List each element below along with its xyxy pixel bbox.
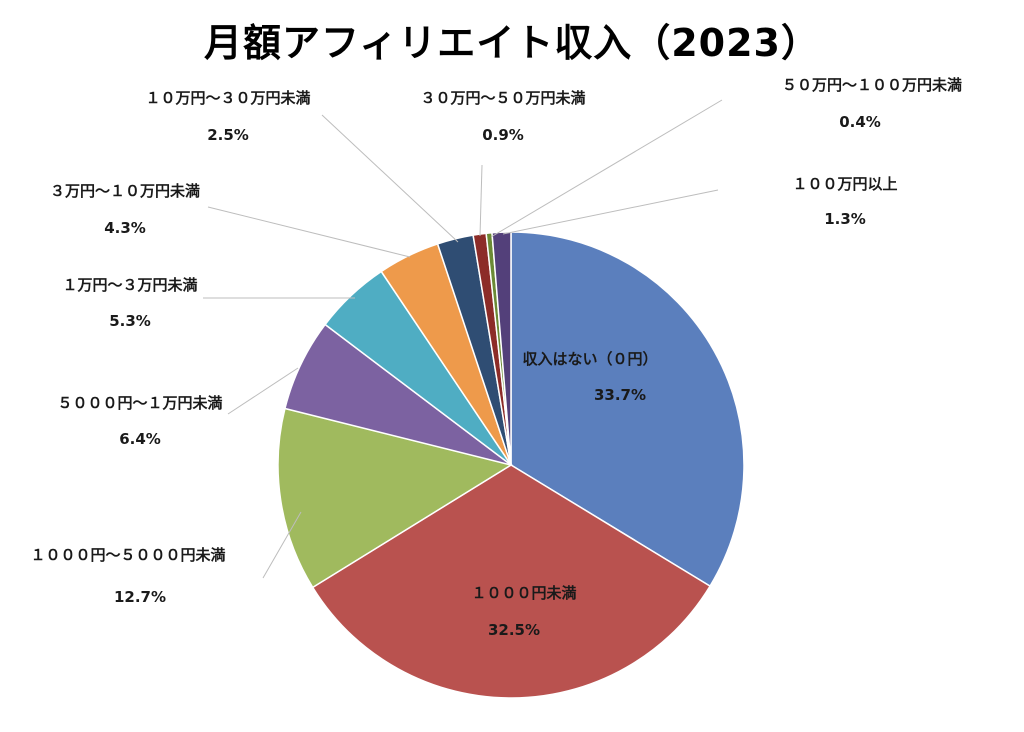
slice-10-percent: 1.3% bbox=[824, 210, 866, 228]
slice-labels: 収入はない（０円） 33.7% １０００円未満 32.5% １０００円～５０００円未満 1… bbox=[30, 76, 962, 639]
slice-10-label: １００万円以上 bbox=[792, 175, 897, 193]
slice-6-percent: 4.3% bbox=[104, 219, 146, 237]
slice-9-leader-line bbox=[490, 99, 723, 238]
slice-5-label: １万円～３万円未満 bbox=[62, 276, 197, 294]
slice-2 bbox=[311, 464, 712, 699]
slice-1 bbox=[510, 231, 745, 588]
slice-3-label: １０００円～５０００円未満 bbox=[30, 546, 225, 564]
slice-9-percent: 0.4% bbox=[839, 113, 881, 131]
slice-4-leader-line bbox=[227, 367, 299, 415]
slice-4-percent: 6.4% bbox=[119, 430, 161, 448]
slice-5-percent: 5.3% bbox=[109, 312, 151, 330]
slice-10-leader-line bbox=[502, 189, 719, 235]
slice-2-percent: 32.5% bbox=[488, 621, 540, 639]
slice-4-label: ５０００円～１万円未満 bbox=[57, 394, 222, 412]
slice-7-percent: 2.5% bbox=[207, 126, 249, 144]
slice-3-leader-line bbox=[262, 511, 302, 579]
slice-1-label: 収入はない（０円） bbox=[522, 350, 657, 368]
slice-9-label: ５０万円～１００万円未満 bbox=[782, 76, 962, 94]
slice-3-percent: 12.7% bbox=[114, 588, 166, 606]
chart-title: 月額アフィリエイト収入（2023） bbox=[203, 21, 820, 65]
slice-1-percent: 33.7% bbox=[594, 386, 646, 404]
slice-8-percent: 0.9% bbox=[482, 126, 524, 144]
slice-6-leader-line bbox=[207, 206, 411, 258]
slice-2-label: １０００円未満 bbox=[471, 584, 576, 602]
leader-lines bbox=[203, 99, 723, 579]
slice-6-label: ３万円～１０万円未満 bbox=[50, 182, 200, 200]
slice-3 bbox=[277, 407, 513, 589]
slice-8-leader-line bbox=[479, 164, 483, 237]
pie-slices bbox=[277, 231, 745, 699]
slice-7-label: １０万円～３０万円未満 bbox=[145, 89, 310, 107]
slice-8-label: ３０万円～５０万円未満 bbox=[420, 89, 585, 107]
slice-7-leader-line bbox=[321, 114, 459, 243]
